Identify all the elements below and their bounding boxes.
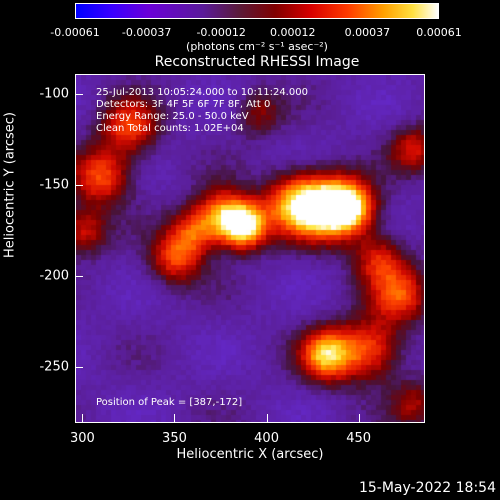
y-tick-mark bbox=[75, 93, 83, 95]
y-tick-mark bbox=[75, 275, 83, 277]
y-tick-mark bbox=[75, 184, 83, 186]
timestamp: 15-May-2022 18:54 bbox=[358, 480, 496, 496]
annotation-time-range: 25-Jul-2013 10:05:24.000 to 10:11:24.000 bbox=[96, 87, 308, 98]
annotation-detectors: Detectors: 3F 4F 5F 6F 7F 8F, Att 0 bbox=[96, 99, 271, 110]
colorbar-tick-label: 0.00012 bbox=[270, 26, 316, 39]
y-tick-mark bbox=[75, 366, 83, 368]
heatmap-image bbox=[76, 75, 424, 422]
colorbar-tick-label: -0.00061 bbox=[50, 26, 100, 39]
x-tick-mark bbox=[358, 414, 360, 422]
annotation-energy-range: Energy Range: 25.0 - 50.0 keV bbox=[96, 111, 249, 122]
x-tick-mark bbox=[266, 414, 268, 422]
colorbar-tick-label: -0.00037 bbox=[121, 26, 172, 39]
x-tick-mark bbox=[82, 414, 84, 422]
y-tick-label: -200 bbox=[39, 268, 69, 284]
annotation-clean-counts: Clean Total counts: 1.02E+04 bbox=[96, 123, 244, 134]
x-tick-label: 400 bbox=[254, 431, 279, 446]
plot-area: 25-Jul-2013 10:05:24.000 to 10:11:24.000… bbox=[75, 74, 425, 423]
chart-title: Reconstructed RHESSI Image bbox=[154, 54, 360, 70]
y-tick-label: -100 bbox=[39, 86, 69, 102]
colorbar-tick-label: -0.00012 bbox=[196, 26, 246, 39]
y-axis-label: Heliocentric Y (arcsec) bbox=[2, 112, 18, 258]
x-tick-mark bbox=[174, 414, 176, 422]
annotation-peak-position: Position of Peak = [387,-172] bbox=[96, 397, 243, 408]
colorbar-tick-label: 0.00037 bbox=[344, 26, 391, 39]
colorbar-tick-label: 0.00061 bbox=[416, 26, 462, 39]
x-tick-label: 450 bbox=[346, 431, 372, 446]
y-tick-label: -150 bbox=[39, 177, 69, 193]
colorbar-unit: (photons cm⁻² s⁻¹ asec⁻²) bbox=[186, 40, 328, 53]
x-tick-label: 350 bbox=[162, 431, 187, 446]
y-tick-label: -250 bbox=[39, 359, 69, 375]
x-tick-label: 300 bbox=[69, 431, 95, 446]
colorbar bbox=[75, 3, 439, 19]
x-axis-label: Heliocentric X (arcsec) bbox=[176, 447, 324, 462]
